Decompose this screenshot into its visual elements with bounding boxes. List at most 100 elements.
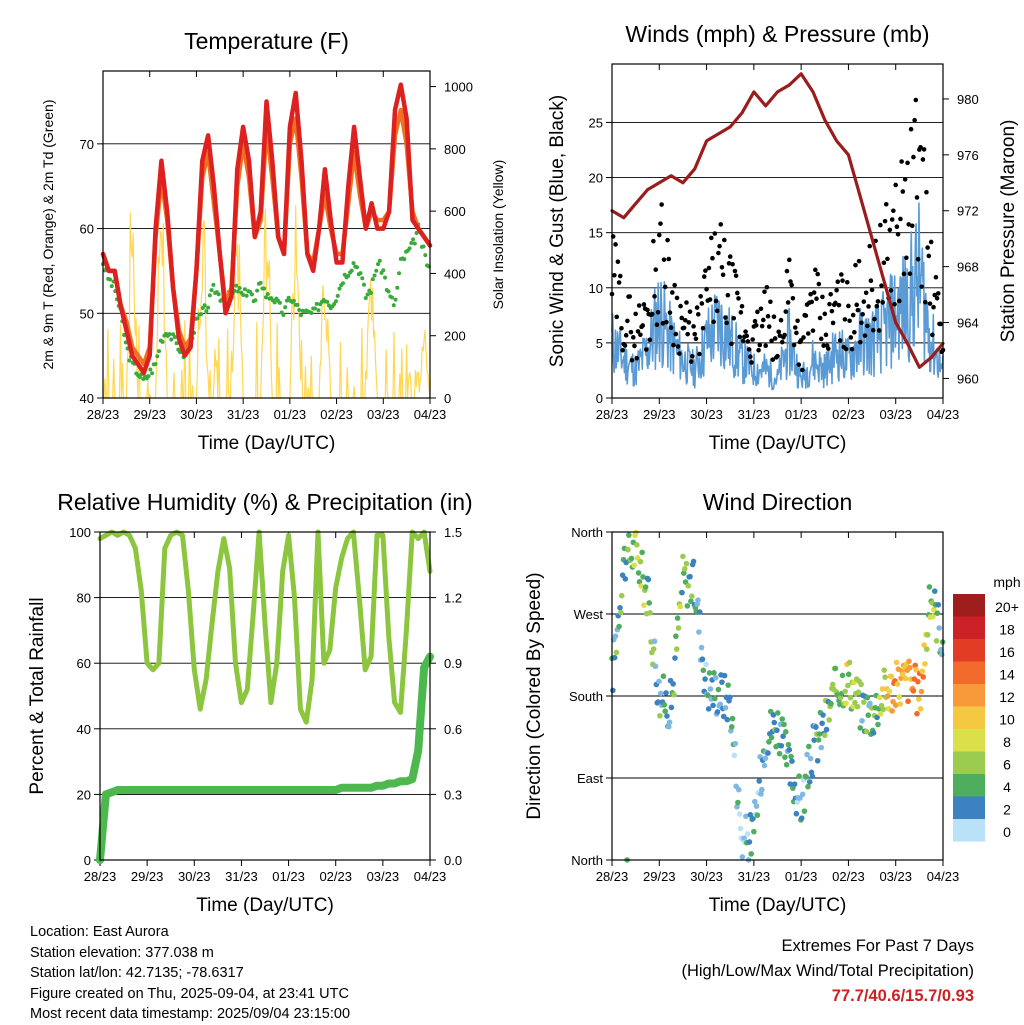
gust-point [704, 286, 709, 292]
gust-point [770, 357, 776, 362]
gust-point [772, 336, 778, 341]
colorbar-label: 10 [999, 712, 1015, 728]
gust-point [842, 317, 848, 322]
gust-point [665, 237, 670, 243]
dewpoint-point [333, 299, 338, 304]
x-tick-label: 30/23 [178, 869, 211, 884]
direction-point [811, 737, 817, 743]
gust-point [854, 302, 860, 308]
extremes-subheading: (High/Low/Max Wind/Total Precipitation) [681, 962, 974, 980]
gust-point [651, 238, 656, 244]
direction-point [789, 758, 795, 764]
dewpoint-point [351, 261, 356, 266]
x-tick-label: 02/23 [832, 869, 865, 884]
gust-point [783, 309, 789, 314]
direction-point [806, 779, 813, 785]
colorbar-swatch [953, 706, 985, 729]
direction-point [759, 786, 765, 793]
direction-point [665, 723, 672, 730]
dewpoint-point [253, 298, 258, 303]
gust-point [613, 242, 618, 247]
dewpoint-point [381, 268, 386, 273]
y-tick-label: North [571, 525, 603, 540]
direction-point [753, 803, 760, 809]
direction-point [685, 583, 692, 589]
direction-point [684, 603, 691, 609]
dewpoint-point [358, 271, 363, 276]
direction-point [703, 661, 709, 668]
direction-point [785, 741, 792, 748]
direction-point [739, 854, 746, 860]
plot-frame [99, 531, 431, 861]
direction-point [846, 659, 853, 666]
direction-point [698, 644, 705, 651]
direction-point [736, 811, 743, 817]
dewpoint-point [195, 316, 200, 321]
dewpoint-point [369, 290, 374, 295]
station-latlon: Station lat/lon: 42.7135; -78.6317 [30, 965, 244, 982]
dewpoint-point [355, 265, 360, 270]
gust-point [672, 282, 677, 288]
direction-point [634, 542, 640, 548]
x-tick-label: 02/23 [320, 407, 353, 422]
colorbar-label: 8 [1003, 734, 1011, 750]
direction-point [610, 687, 616, 694]
gust-point [727, 254, 733, 259]
gust-point [622, 343, 628, 348]
y-tick-label-right: 0 [444, 391, 451, 406]
gust-point [649, 311, 655, 317]
gust-point [862, 333, 868, 338]
gust-point [821, 343, 826, 348]
direction-point [788, 753, 794, 760]
station-info: Location: East Aurora Station elevation:… [30, 922, 350, 1025]
gust-point [671, 342, 676, 348]
direction-point [712, 695, 718, 702]
gust-point [641, 302, 647, 307]
dewpoint-point [109, 284, 114, 289]
direction-point [645, 576, 652, 583]
figure-created: Figure created on Thu, 2025-09-04, at 23… [30, 985, 349, 1002]
gust-point [930, 332, 935, 338]
direction-point [737, 825, 744, 832]
gust-point [846, 303, 851, 309]
direction-point [859, 717, 865, 724]
gust-point [925, 245, 930, 250]
series-total-rainfall [96, 652, 434, 864]
gust-point [764, 284, 770, 290]
gust-point [847, 318, 852, 324]
series-station-pressure [610, 72, 945, 369]
gust-point [902, 177, 908, 182]
direction-point [889, 708, 895, 714]
direction-point [675, 625, 682, 631]
direction-point [778, 742, 785, 749]
direction-point [725, 682, 731, 688]
x-tick-label: 30/23 [690, 407, 723, 422]
gust-point [768, 299, 773, 305]
gust-point [829, 308, 835, 314]
direction-point [663, 690, 669, 696]
direction-point [809, 773, 816, 780]
gust-point [750, 337, 755, 342]
direction-point [907, 664, 913, 671]
direction-point [646, 600, 653, 606]
gust-point [711, 319, 716, 325]
direction-point [612, 633, 619, 639]
direction-point [798, 815, 805, 821]
gust-point [928, 239, 934, 245]
direction-point [939, 651, 945, 658]
x-tick-label: 03/23 [367, 407, 400, 422]
direction-point [918, 688, 925, 695]
gust-point [880, 300, 886, 305]
gust-point [643, 347, 649, 352]
direction-point [748, 851, 754, 857]
gust-point [720, 272, 726, 278]
dewpoint-point [174, 341, 179, 346]
gust-point [678, 303, 683, 309]
dewpoint-point [409, 241, 414, 246]
direction-point [922, 661, 928, 667]
gust-point [893, 182, 899, 188]
gust-point [894, 224, 900, 230]
direction-point [799, 791, 806, 798]
dewpoint-point [407, 246, 412, 251]
direction-point [681, 570, 687, 576]
